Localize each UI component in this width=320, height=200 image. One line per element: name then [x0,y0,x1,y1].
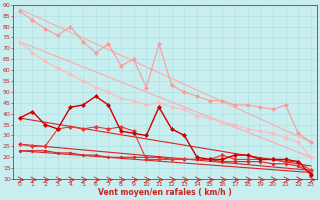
X-axis label: Vent moyen/en rafales ( km/h ): Vent moyen/en rafales ( km/h ) [99,188,232,197]
